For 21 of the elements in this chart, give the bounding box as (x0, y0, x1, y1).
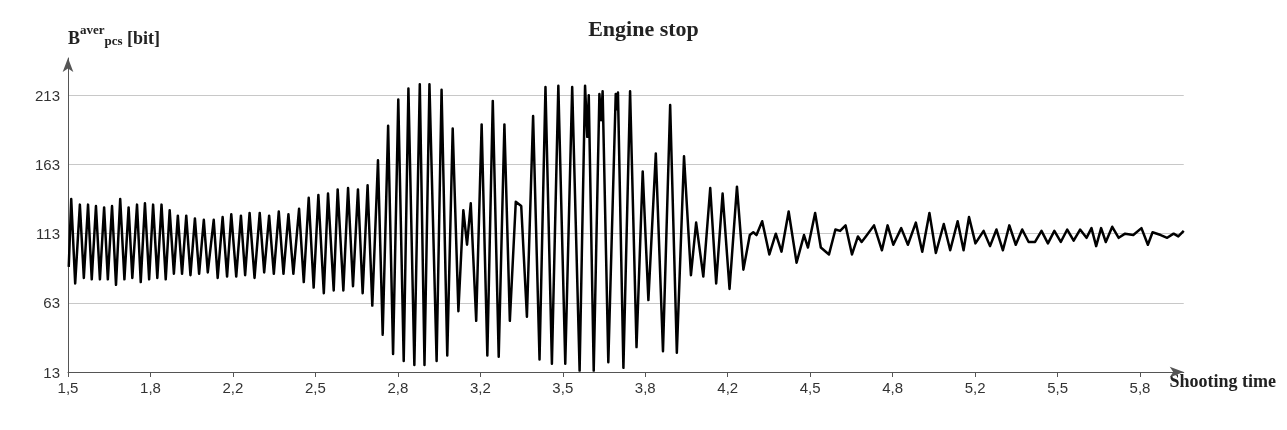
x-tick-label: 1,8 (140, 379, 161, 396)
x-axis-title: Shooting time (1169, 371, 1277, 391)
x-tick-label: 5,8 (1129, 379, 1151, 396)
y-tick-label: 213 (34, 86, 60, 104)
x-tick-label: 2,5 (304, 379, 326, 396)
y-tick-label: 63 (43, 294, 60, 312)
y-tick-label: 13 (43, 363, 60, 381)
chart-title: Engine stop (588, 15, 699, 41)
y-tick-label: 163 (34, 156, 60, 174)
x-tick-label: 2,2 (222, 379, 244, 396)
x-tick-label: 3,2 (469, 379, 491, 396)
x-tick-label: 3,5 (552, 379, 574, 396)
x-tick-label: 1,5 (57, 379, 79, 396)
x-tick-label: 3,8 (634, 379, 656, 396)
y-tick-label: 113 (36, 225, 60, 243)
x-tick-label: 4,5 (799, 379, 821, 396)
x-tick-label: 2,8 (387, 379, 409, 396)
x-tick-label: 5,5 (1047, 379, 1069, 396)
x-tick-label: 4,2 (717, 379, 739, 396)
x-tick-label: 5,2 (964, 379, 986, 396)
x-tick-label: 4,8 (882, 379, 904, 396)
